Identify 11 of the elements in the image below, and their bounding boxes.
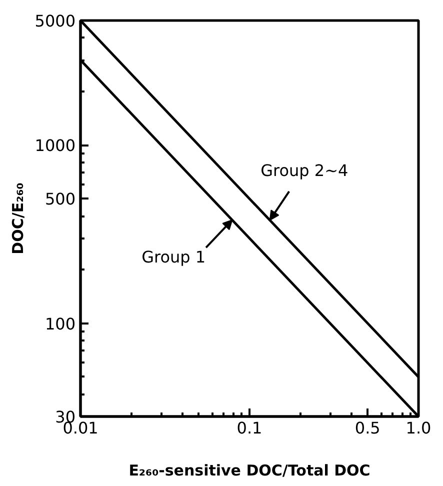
y-tick-label: 500 (44, 190, 76, 209)
y-axis-title: DOC/E₂₆₀ (8, 182, 27, 254)
x-tick-label: 0.1 (236, 418, 262, 438)
y-tick-label: 1000 (34, 136, 76, 156)
annotation: Group 1 (142, 247, 206, 266)
annotation: Group 2~4 (260, 160, 348, 180)
y-tick-label: 100 (44, 314, 76, 334)
x-tick-label: 1.0 (406, 418, 432, 438)
x-axis-title: E₂₆₀-sensitive DOC/Total DOC (128, 462, 370, 480)
y-tick-label: 5000 (34, 12, 76, 30)
x-tick-label: 0.5 (354, 418, 380, 438)
